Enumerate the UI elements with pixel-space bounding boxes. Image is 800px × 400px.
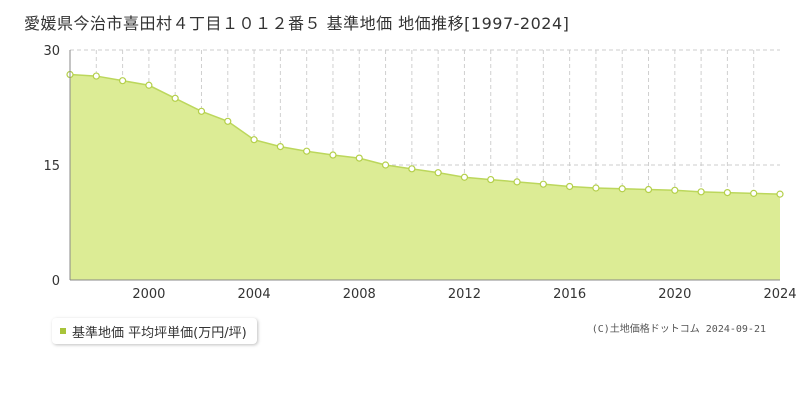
data-point	[92, 72, 100, 80]
data-point	[434, 169, 442, 177]
data-point	[118, 77, 127, 85]
data-point	[539, 180, 547, 188]
data-point	[566, 182, 574, 191]
data-point	[250, 136, 258, 144]
x-tick-label: 2012	[448, 287, 481, 302]
x-tick-label: 2024	[763, 287, 796, 302]
data-point	[644, 185, 653, 194]
x-tick-label: 2008	[343, 287, 376, 302]
data-point	[460, 173, 469, 181]
y-tick-label: 30	[43, 44, 60, 59]
data-point	[329, 151, 337, 159]
series-area	[70, 74, 780, 281]
chart-legend: 基準地価 平均坪単価(万円/坪)	[52, 318, 257, 344]
legend-label: 基準地価 平均坪単価(万円/坪)	[72, 325, 247, 341]
data-point	[618, 185, 626, 193]
data-point	[145, 81, 153, 89]
data-point	[355, 154, 363, 162]
x-tick-label: 2020	[658, 287, 691, 302]
y-tick-label: 15	[43, 159, 60, 174]
series-line	[69, 73, 781, 195]
data-point	[671, 186, 679, 194]
data-point	[171, 94, 179, 102]
data-point	[303, 147, 311, 155]
copyright-text: (C)土地価格ドットコム 2024-09-21	[591, 324, 766, 335]
data-point	[197, 107, 206, 115]
legend-marker-icon	[60, 328, 66, 334]
data-point	[750, 189, 758, 197]
data-point	[723, 189, 732, 197]
data-point	[487, 175, 495, 184]
data-point	[381, 161, 390, 169]
chart-title: 愛媛県今治市喜田村４丁目１０１２番５ 基準地価 地価推移[1997-2024]	[24, 14, 570, 33]
data-point	[513, 178, 521, 186]
data-point	[592, 184, 600, 192]
y-tick-label: 0	[52, 274, 60, 289]
x-tick-label: 2016	[553, 287, 586, 302]
data-point	[776, 190, 784, 198]
x-tick-label: 2004	[238, 287, 271, 302]
data-point	[697, 188, 705, 196]
data-point	[224, 117, 232, 125]
data-point	[408, 165, 416, 173]
data-point	[276, 143, 284, 151]
x-tick-label: 2000	[132, 287, 165, 302]
